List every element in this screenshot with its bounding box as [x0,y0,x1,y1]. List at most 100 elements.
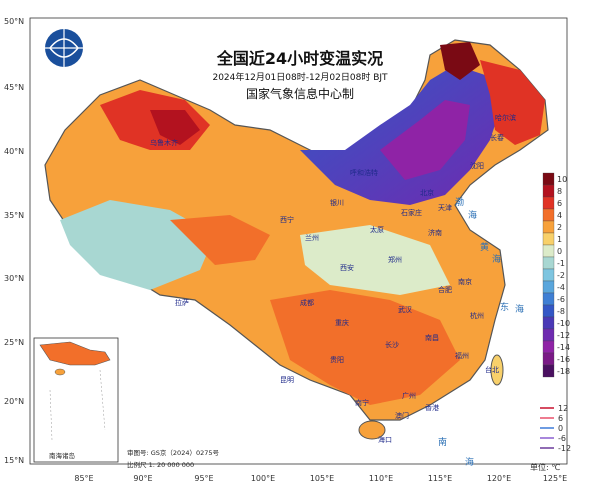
city-label: 北京 [420,188,434,197]
colorbar-label: -18 [557,367,570,376]
unit-label: 单位: ℃ [530,462,560,472]
sea-label: 海 [468,209,477,221]
city-label: 昆明 [280,376,294,384]
lon-label: 115°E [428,474,452,483]
map-subtitle-time: 2024年12月01日08时-12月02日08时 BJT [212,71,388,83]
city-label: 银川 [330,198,344,207]
city-label: 拉萨 [175,298,189,307]
lat-label: 40°N [4,147,24,156]
city-label: 台北 [485,365,499,374]
city-label: 天津 [438,204,452,212]
colorbar-swatch [542,184,555,198]
colorbar-label: 0 [557,247,562,256]
approval-number: 审图号: GS京（2024）0275号 [127,448,220,457]
colorbar-swatch [542,244,555,258]
colorbar-swatch [542,172,555,186]
city-label: 兰州 [305,233,319,242]
cma-logo [45,29,83,67]
city-label: 贵阳 [330,355,344,364]
city-label: 乌鲁木齐 [150,138,178,147]
colorbar-label: -4 [557,283,565,292]
colorbar-label: -16 [557,355,570,364]
colorbar-label: -6 [557,295,565,304]
sea-label: 海 [465,456,474,468]
north-cold-core [380,100,470,180]
lon-label: 110°E [369,474,393,483]
city-labels: 石家庄 济南 郑州 武汉 合肥 南京 杭州 长沙 南昌 福州 台北 广州 香港 … [150,113,516,444]
colorbar-label: 4 [557,211,562,220]
city-label: 海口 [378,435,392,444]
city-label: 香港 [425,403,439,412]
colorbar-swatch [542,292,555,306]
city-label: 重庆 [335,318,349,327]
colorbar-label: -1 [557,259,565,268]
sea-label: 渤 [455,196,464,208]
city-label: 合肥 [438,285,452,294]
isotherm-label: 0 [558,424,563,433]
sea-labels: 渤 海 黄 海 东 海 南 海 [438,196,524,468]
city-label: 广州 [402,391,416,400]
colorbar-label: -8 [557,307,565,316]
colorbar-label: 2 [557,223,562,232]
lat-label: 30°N [4,274,24,283]
colorbar-swatch [542,328,555,342]
city-label: 济南 [428,228,442,237]
sea-label: 海 [492,253,501,265]
lat-label: 15°N [4,456,24,465]
lon-label: 95°E [194,474,213,483]
colorbar-label: 6 [557,199,562,208]
lat-label: 35°N [4,211,24,220]
northeast-hot-core [440,42,480,80]
colorbar-label: -10 [557,319,570,328]
xinjiang-hot-core [150,110,200,145]
city-label: 石家庄 [401,208,422,217]
colorbar-swatch [542,280,555,294]
city-label: 福州 [455,351,469,360]
colorbar-swatch [542,256,555,270]
colorbar-swatch [542,196,555,210]
city-label: 成都 [300,298,314,307]
isotherm-label: -6 [558,434,566,443]
tibet-warm-band [170,215,270,265]
colorbar-swatch [542,316,555,330]
lon-label: 120°E [487,474,511,483]
colorbar-swatch [542,208,555,222]
colorbar-label: -2 [557,271,565,280]
lon-label: 125°E [543,474,567,483]
isotherm-label: 12 [558,404,568,413]
isotherm-label: 6 [558,414,563,423]
map-scale: 比例尺 1: 20 000 000 [127,460,194,469]
city-label: 南宁 [355,398,369,407]
city-label: 南昌 [425,333,439,342]
city-label: 长春 [490,133,504,142]
colorbar-label: -14 [557,343,570,352]
hainan-island [358,420,386,440]
city-label: 哈尔滨 [495,113,516,122]
colorbar-swatch [542,352,555,366]
isotherm-label: -12 [558,444,571,453]
city-label: 呼和浩特 [350,168,378,177]
sea-label: 黄 [480,241,489,253]
city-label: 郑州 [388,256,402,264]
colorbar-swatch [542,232,555,246]
colorbar-label: 1 [557,235,562,244]
city-label: 西宁 [280,215,294,224]
longitude-labels: 85°E 90°E 95°E 100°E 105°E 110°E 115°E 1… [74,474,567,483]
colorbar-swatch [542,268,555,282]
inset-label: 南海诸岛 [49,451,75,460]
colorbar-swatch [542,364,555,378]
central-mild-area [300,225,450,295]
city-label: 太原 [370,225,384,234]
sea-label: 南 [438,436,447,448]
lat-label: 25°N [4,338,24,347]
city-label: 澳门 [395,411,409,420]
city-label: 杭州 [470,311,484,320]
lon-label: 85°E [74,474,93,483]
lon-label: 105°E [310,474,334,483]
city-label: 武汉 [398,305,412,314]
lat-label: 20°N [4,397,24,406]
colorbar-label: -12 [557,331,570,340]
